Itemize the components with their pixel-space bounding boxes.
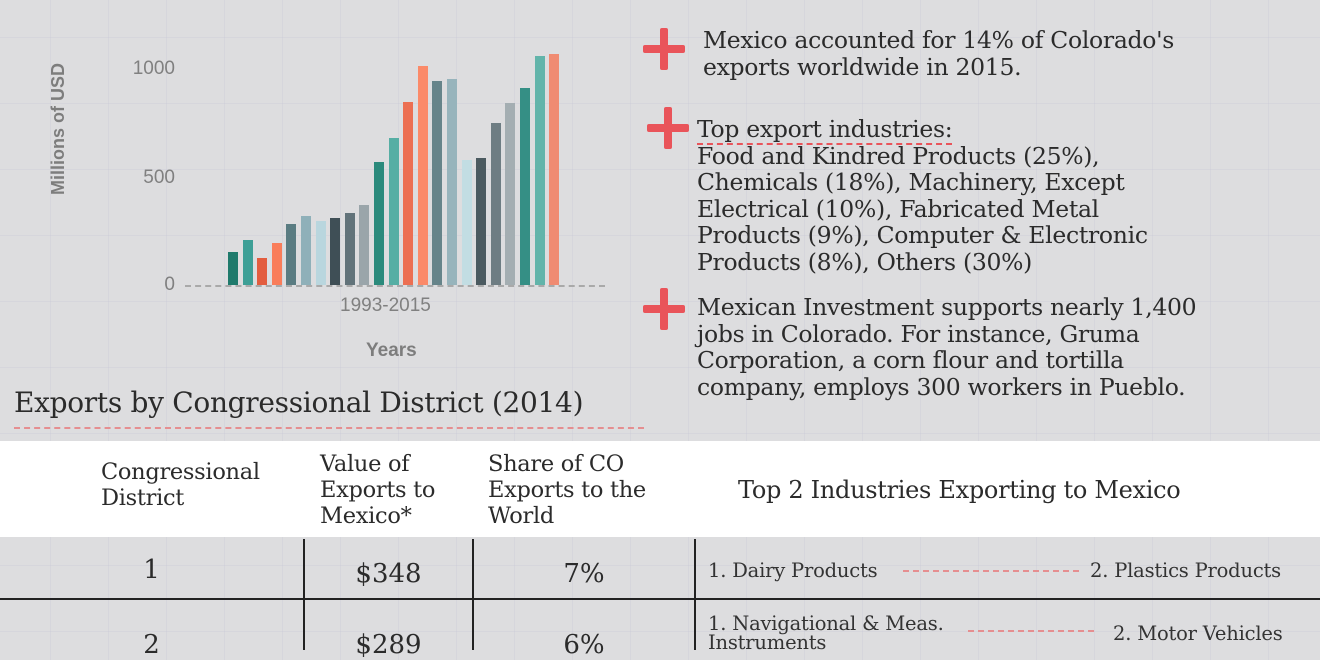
baseline <box>185 285 605 287</box>
cell-district: 2 <box>143 630 160 660</box>
bar-1999 <box>315 220 326 285</box>
bullet-mexico-share: Mexico accounted for 14% of Colorado's e… <box>703 27 1174 80</box>
plus-icon <box>643 288 685 330</box>
table-row: 1 $348 7% 1. Dairy Products 2. Plastics … <box>0 539 1320 598</box>
bullet-line: Food and Kindred Products (25%), <box>697 141 1100 170</box>
exports-bar-chart: Millions of USD 1000 500 0 1993-2015 Yea… <box>0 0 630 380</box>
section-divider <box>14 427 644 429</box>
bullet-line: Chemicals (18%), Machinery, Except <box>697 168 1125 196</box>
header-line: Value of <box>320 451 410 477</box>
column-divider <box>472 539 474 650</box>
cell-industry-1: 1. Navigational & Meas. Instruments <box>708 612 944 654</box>
bar-1997 <box>286 223 297 285</box>
bar-2013 <box>520 88 530 285</box>
cell-value: $289 <box>355 630 422 660</box>
bar-2015 <box>549 54 560 285</box>
bullet-line: jobs in Colorado. For instance, Gruma <box>697 319 1140 348</box>
dashed-connector <box>968 630 1094 632</box>
bullet-line: exports worldwide in 2015. <box>703 52 1022 81</box>
bullet-top-industries: Top export industries: Food and Kindred … <box>697 115 1148 276</box>
table-header: Congressional District Value of Exports … <box>0 441 1320 537</box>
y-axis-label: Millions of USD <box>48 63 68 195</box>
bullet-line: Mexican Investment supports nearly 1,400 <box>697 293 1197 321</box>
column-divider <box>694 539 696 650</box>
bullet-heading: Top export industries: <box>697 115 953 145</box>
header-line: Congressional <box>101 459 260 485</box>
cell-value: $348 <box>355 559 422 589</box>
bullet-line: Products (8%), Others (30%) <box>697 247 1033 276</box>
bar-2014 <box>534 56 545 285</box>
row-divider <box>0 598 1320 600</box>
bar-2004 <box>388 137 399 285</box>
bullet-line: Electrical (10%), Fabricated Metal <box>697 194 1099 223</box>
bullet-line: Corporation, a corn flour and tortilla <box>697 346 1124 374</box>
header-line: Exports to the <box>488 477 646 503</box>
plus-icon <box>647 107 689 149</box>
cell-share: 6% <box>563 630 605 660</box>
bar-2010 <box>476 157 487 285</box>
bar-2012 <box>505 103 516 285</box>
industry-line: Instruments <box>708 631 827 654</box>
cell-industry-2: 2. Motor Vehicles <box>1113 622 1283 645</box>
bar-1993 <box>228 252 238 285</box>
header-district: Congressional District <box>101 459 260 511</box>
cell-industry-2: 2. Plastics Products <box>1090 559 1281 582</box>
x-axis-label: Years <box>366 340 417 361</box>
cell-district: 1 <box>143 555 160 585</box>
cell-industry-1: 1. Dairy Products <box>708 559 878 582</box>
industry-line: 1. Navigational & Meas. <box>708 612 944 635</box>
bar-2003 <box>374 162 384 285</box>
bar-2008 <box>447 79 457 285</box>
bullet-line: Products (9%), Computer & Electronic <box>697 221 1148 249</box>
bullet-mexican-investment: Mexican Investment supports nearly 1,400… <box>697 293 1197 401</box>
bar-2002 <box>359 205 370 285</box>
plus-icon <box>643 28 685 70</box>
header-line: Exports to <box>320 477 436 503</box>
y-tick-500: 500 <box>143 167 175 188</box>
bar-1996 <box>271 243 282 285</box>
header-line: Mexico* <box>320 503 412 529</box>
header-top-industries: Top 2 Industries Exporting to Mexico <box>738 476 1181 504</box>
header-line: World <box>488 503 555 529</box>
bar-1994 <box>242 240 253 285</box>
bar-2000 <box>330 217 341 285</box>
cell-share: 7% <box>563 559 605 589</box>
bar-1998 <box>301 215 311 285</box>
bar-2009 <box>461 160 472 285</box>
column-divider <box>303 539 305 650</box>
header-line: Share of CO <box>488 451 624 477</box>
header-value: Value of Exports to Mexico* <box>320 451 435 529</box>
bullet-line: company, employs 300 workers in Pueblo. <box>697 372 1186 401</box>
bar-2011 <box>490 123 501 285</box>
bullet-line: Mexico accounted for 14% of Colorado's <box>703 26 1175 54</box>
bar-2006 <box>417 66 428 285</box>
bar-2001 <box>344 212 355 285</box>
header-line: District <box>101 485 185 511</box>
section-title: Exports by Congressional District (2014) <box>14 386 584 419</box>
x-tick-label: 1993-2015 <box>340 295 431 316</box>
bar-2007 <box>432 80 443 285</box>
y-tick-0: 0 <box>164 274 175 295</box>
bar-2005 <box>403 102 414 285</box>
dashed-connector <box>903 570 1079 572</box>
bar-1995 <box>257 257 268 285</box>
y-tick-1000: 1000 <box>132 58 175 79</box>
header-share: Share of CO Exports to the World <box>488 451 646 529</box>
table-row: 2 $289 6% 1. Navigational & Meas. Instru… <box>0 600 1320 660</box>
